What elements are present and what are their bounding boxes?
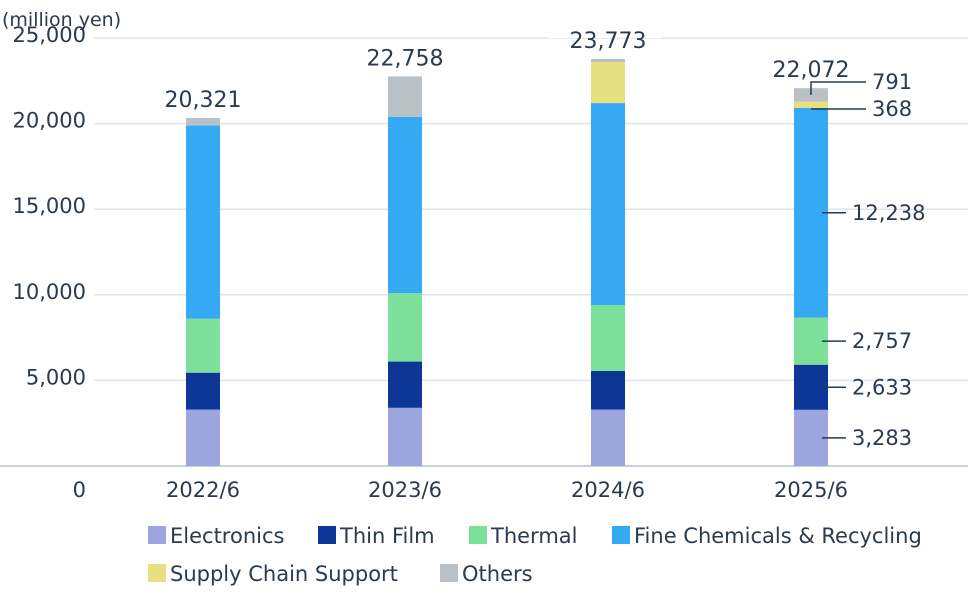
legend-swatch-fine-chemicals-recycling — [612, 526, 630, 544]
y-tick-20000: 20,000 — [13, 109, 86, 133]
bar-2023-6-electronics — [388, 407, 422, 466]
y-tick-5000: 5,000 — [26, 365, 86, 389]
bar-2022-6-others — [186, 118, 220, 126]
y-axis-unit-label: (million yen) — [2, 9, 121, 31]
total-labels: 20,321 22,758 23,773 22,072 — [165, 29, 850, 113]
bar-2022-6-fine-chemicals-recycling — [186, 125, 220, 319]
annotation-others: 791 — [872, 70, 912, 94]
bar-2023-6-thermal — [388, 293, 422, 362]
annotation-fine-chemicals-recycling: 12,238 — [852, 201, 925, 225]
bar-2022-6-thermal — [186, 318, 220, 373]
y-tick-15000: 15,000 — [13, 194, 86, 218]
legend-swatch-others — [440, 564, 458, 582]
bar-2023-6-thin-film — [388, 361, 422, 408]
y-axis-tick-labels: 0 5,000 10,000 15,000 20,000 25,000 — [13, 23, 86, 502]
legend-label-supply-chain-support: Supply Chain Support — [170, 562, 398, 586]
annotation-thin-film: 2,633 — [852, 375, 912, 399]
bar-2024-6-others — [591, 59, 625, 62]
x-tick-2024-6: 2024/6 — [571, 478, 645, 502]
total-label-2024-6: 23,773 — [570, 29, 647, 54]
legend-label-thermal: Thermal — [490, 524, 577, 548]
annotation-thermal: 2,757 — [852, 329, 912, 353]
y-tick-25000: 25,000 — [13, 23, 86, 47]
legend: Electronics Thin Film Thermal Fine Chemical… — [148, 524, 922, 586]
legend-label-others: Others — [462, 562, 533, 586]
legend-label-fine-chemicals-recycling: Fine Chemicals & Recycling — [634, 524, 922, 548]
legend-label-electronics: Electronics — [170, 524, 284, 548]
leader-line-others — [810, 81, 866, 95]
bar-2024-6-electronics — [591, 409, 625, 466]
total-label-2022-6: 20,321 — [165, 88, 242, 113]
annotation-supply-chain-support: 368 — [872, 97, 912, 121]
bar-stacks — [186, 59, 828, 466]
bar-2024-6-fine-chemicals-recycling — [591, 103, 625, 306]
legend-label-thin-film: Thin Film — [339, 524, 435, 548]
x-tick-2023-6: 2023/6 — [368, 478, 442, 502]
legend-swatch-supply-chain-support — [148, 564, 166, 582]
bar-2024-6-supply-chain-support — [591, 61, 625, 104]
bar-2022-6-electronics — [186, 409, 220, 466]
x-axis-tick-labels: 2022/6 2023/6 2024/6 2025/6 — [166, 478, 848, 502]
x-tick-2022-6: 2022/6 — [166, 478, 240, 502]
annotation-electronics: 3,283 — [852, 426, 912, 450]
bar-2025-6-supply-chain-support — [794, 101, 828, 109]
bar-2024-6-thin-film — [591, 370, 625, 410]
legend-swatch-thermal — [469, 526, 487, 544]
bar-2023-6-fine-chemicals-recycling — [388, 116, 422, 294]
bar-2022-6-thin-film — [186, 372, 220, 410]
y-tick-0: 0 — [73, 478, 86, 502]
legend-swatch-electronics — [148, 526, 166, 544]
x-tick-2025-6: 2025/6 — [774, 478, 848, 502]
bar-2024-6-thermal — [591, 305, 625, 371]
segment-annotations-2025: 791 368 12,238 2,757 2,633 3,283 — [810, 70, 925, 450]
total-label-2025-6: 22,072 — [773, 58, 850, 83]
bar-2023-6-others — [388, 76, 422, 117]
total-label-2023-6: 22,758 — [367, 46, 444, 71]
legend-swatch-thin-film — [318, 526, 336, 544]
y-tick-10000: 10,000 — [13, 280, 86, 304]
